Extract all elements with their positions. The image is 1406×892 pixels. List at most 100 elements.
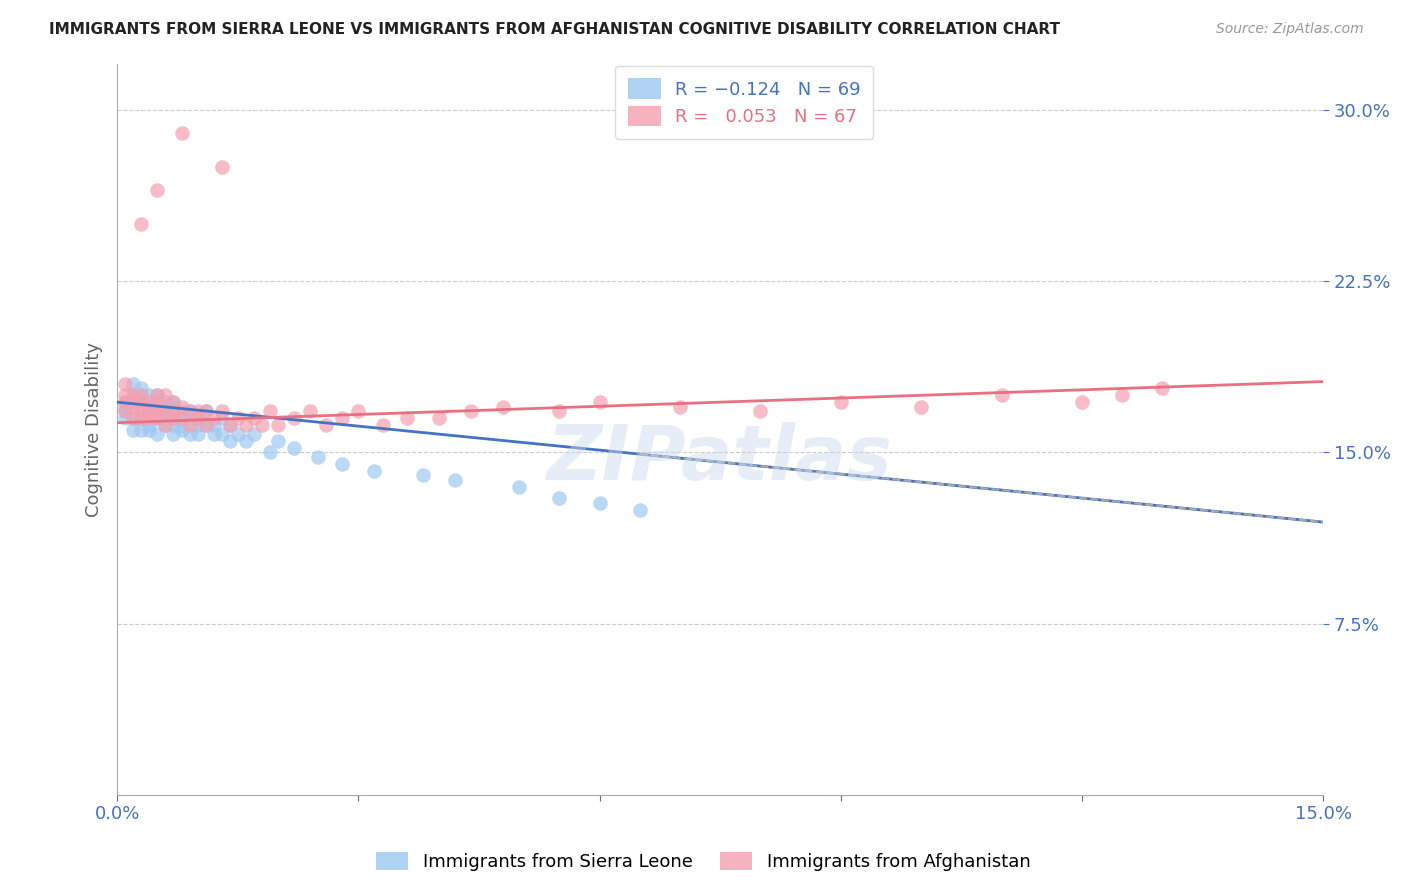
- Y-axis label: Cognitive Disability: Cognitive Disability: [86, 342, 103, 517]
- Point: [122, 411, 145, 425]
- Point: [283, 411, 305, 425]
- Point: [162, 427, 184, 442]
- Point: [508, 480, 530, 494]
- Point: [146, 388, 169, 402]
- Point: [307, 450, 329, 464]
- Point: [131, 217, 153, 231]
- Point: [162, 411, 184, 425]
- Text: IMMIGRANTS FROM SIERRA LEONE VS IMMIGRANTS FROM AFGHANISTAN COGNITIVE DISABILITY: IMMIGRANTS FROM SIERRA LEONE VS IMMIGRAN…: [49, 22, 1060, 37]
- Point: [1071, 395, 1094, 409]
- Point: [347, 404, 370, 418]
- Point: [155, 395, 177, 409]
- Point: [131, 411, 153, 425]
- Point: [460, 404, 482, 418]
- Point: [114, 411, 136, 425]
- Text: Source: ZipAtlas.com: Source: ZipAtlas.com: [1216, 22, 1364, 37]
- Point: [146, 183, 169, 197]
- Point: [114, 388, 136, 402]
- Point: [162, 395, 184, 409]
- Point: [131, 388, 153, 402]
- Point: [146, 400, 169, 414]
- Point: [910, 400, 932, 414]
- Point: [114, 395, 136, 409]
- Point: [226, 411, 249, 425]
- Point: [412, 468, 434, 483]
- Point: [1152, 381, 1174, 395]
- Point: [162, 404, 184, 418]
- Point: [122, 400, 145, 414]
- Point: [235, 434, 257, 448]
- Point: [202, 411, 225, 425]
- Point: [170, 400, 193, 414]
- Point: [218, 434, 240, 448]
- Point: [122, 388, 145, 402]
- Point: [444, 473, 467, 487]
- Point: [138, 388, 160, 402]
- Point: [122, 411, 145, 425]
- Point: [194, 417, 217, 432]
- Point: [155, 417, 177, 432]
- Legend: Immigrants from Sierra Leone, Immigrants from Afghanistan: Immigrants from Sierra Leone, Immigrants…: [368, 845, 1038, 879]
- Point: [162, 411, 184, 425]
- Point: [146, 404, 169, 418]
- Point: [669, 400, 692, 414]
- Point: [138, 423, 160, 437]
- Point: [211, 427, 233, 442]
- Point: [131, 395, 153, 409]
- Legend: R = −0.124   N = 69, R =   0.053   N = 67: R = −0.124 N = 69, R = 0.053 N = 67: [616, 66, 873, 139]
- Point: [170, 126, 193, 140]
- Point: [363, 464, 385, 478]
- Point: [138, 395, 160, 409]
- Point: [218, 417, 240, 432]
- Point: [330, 411, 353, 425]
- Point: [194, 417, 217, 432]
- Point: [170, 417, 193, 432]
- Point: [138, 400, 160, 414]
- Point: [114, 400, 136, 414]
- Point: [122, 395, 145, 409]
- Point: [187, 404, 209, 418]
- Point: [315, 417, 337, 432]
- Point: [114, 376, 136, 391]
- Text: ZIPatlas: ZIPatlas: [547, 422, 893, 496]
- Point: [138, 404, 160, 418]
- Point: [179, 417, 201, 432]
- Point: [162, 395, 184, 409]
- Point: [250, 417, 273, 432]
- Point: [122, 376, 145, 391]
- Point: [155, 388, 177, 402]
- Point: [299, 404, 322, 418]
- Point: [122, 423, 145, 437]
- Point: [131, 404, 153, 418]
- Point: [588, 395, 610, 409]
- Point: [122, 388, 145, 402]
- Point: [548, 404, 571, 418]
- Point: [114, 404, 136, 418]
- Point: [267, 434, 290, 448]
- Point: [146, 388, 169, 402]
- Point: [187, 411, 209, 425]
- Point: [114, 395, 136, 409]
- Point: [170, 423, 193, 437]
- Point: [155, 411, 177, 425]
- Point: [202, 427, 225, 442]
- Point: [131, 411, 153, 425]
- Point: [259, 404, 281, 418]
- Point: [146, 404, 169, 418]
- Point: [179, 411, 201, 425]
- Point: [492, 400, 515, 414]
- Point: [131, 423, 153, 437]
- Point: [155, 404, 177, 418]
- Point: [259, 445, 281, 459]
- Point: [187, 417, 209, 432]
- Point: [243, 427, 266, 442]
- Point: [131, 388, 153, 402]
- Point: [170, 404, 193, 418]
- Point: [170, 411, 193, 425]
- Point: [146, 395, 169, 409]
- Point: [138, 411, 160, 425]
- Point: [211, 404, 233, 418]
- Point: [427, 411, 450, 425]
- Point: [155, 404, 177, 418]
- Point: [226, 427, 249, 442]
